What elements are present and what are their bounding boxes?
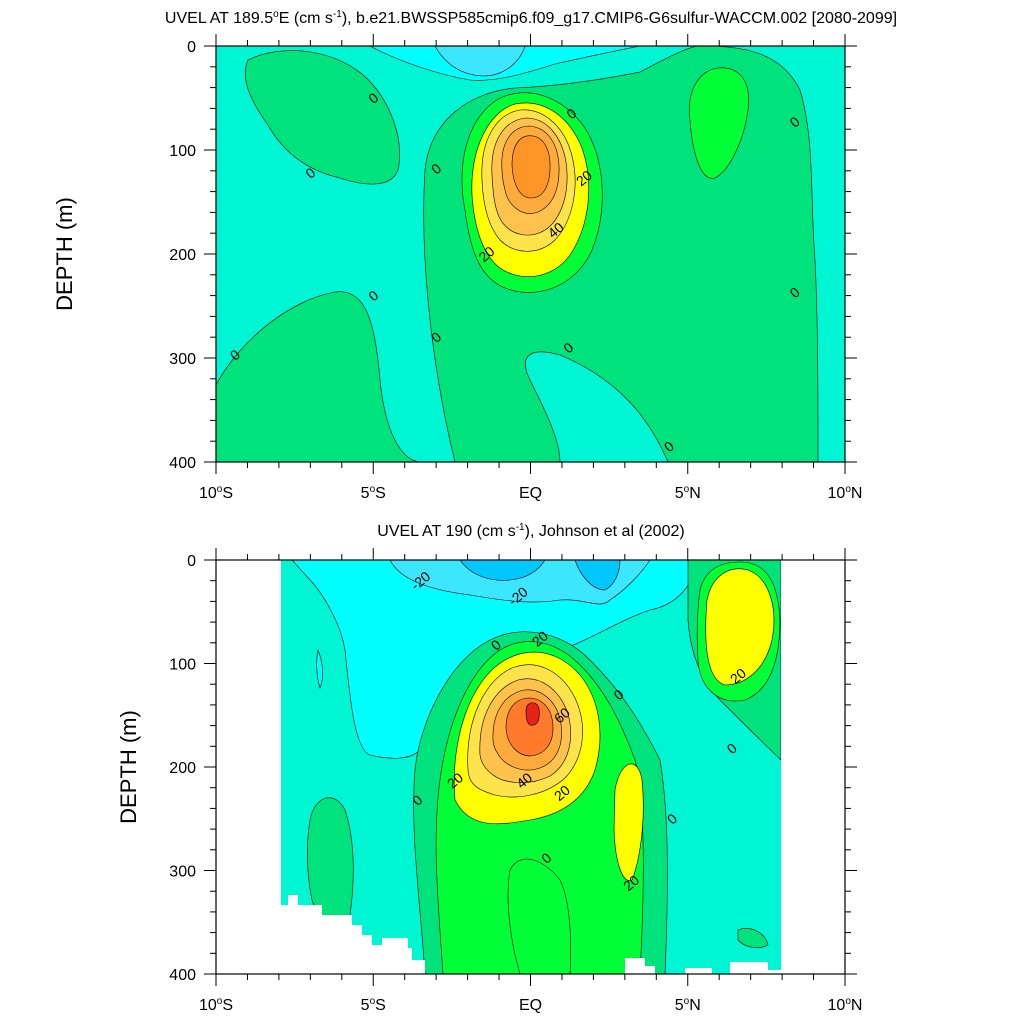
bottom-panel-title: UVEL AT 190 (cm s-1), Johnson et al (200… (377, 522, 684, 540)
top-panel-title: UVEL AT 189.5oE (cm s-1), b.e21.BWSSP585… (165, 9, 897, 27)
bottom-minus30-region (459, 560, 621, 591)
top-zero-region-west (244, 50, 400, 185)
bottom-y-axis-label: DEPTH (m) (116, 710, 141, 824)
top-y-tick-label: 100 (169, 143, 196, 160)
bottom-contour-field (281, 560, 781, 974)
bottom-y-tick-label: 300 (169, 864, 196, 881)
top-40-contour-region (511, 135, 551, 199)
top-y-tick-label: 400 (169, 455, 196, 472)
bottom-missing-data-mask (281, 895, 781, 974)
bottom-x-tick-label: 5oN (675, 996, 701, 1014)
top-x-tick-label: 10oS (199, 484, 233, 502)
top-y-tick-label: 200 (169, 247, 196, 264)
bottom-x-tick-label: 5oS (361, 996, 386, 1014)
bottom-y-tick-label: 0 (187, 553, 196, 570)
top-x-tick-label: 5oS (361, 484, 386, 502)
bottom-70-region (525, 702, 540, 726)
bottom-y-tick-label: 100 (169, 657, 196, 674)
top-x-tick-label: 10oN (828, 484, 863, 502)
bottom-x-tick-label: EQ (519, 997, 542, 1014)
bottom-x-tick-label: 10oN (828, 996, 863, 1014)
bottom-y-tick-label: 400 (169, 967, 196, 984)
bottom-ticks: 10oS 5oS EQ 5oN 10oN 0 100 200 300 400 (169, 548, 862, 1014)
bottom-60-region (505, 697, 554, 757)
top-ticks: 10oS 5oS EQ 5oN 10oN 0 100 200 300 400 (169, 34, 862, 502)
top-panel: UVEL AT 189.5oE (cm s-1), b.e21.BWSSP585… (52, 9, 897, 502)
top-contour-field (216, 46, 845, 462)
bottom-x-tick-label: 10oS (199, 996, 233, 1014)
top-y-tick-label: 300 (169, 351, 196, 368)
top-negative-core (434, 46, 526, 77)
bottom-20-region (453, 568, 775, 881)
bottom-panel: UVEL AT 190 (cm s-1), Johnson et al (200… (116, 522, 862, 1014)
top-x-tick-label: 5oN (675, 484, 701, 502)
top-y-axis-label: DEPTH (m) (52, 197, 77, 311)
top-x-tick-label: EQ (519, 485, 542, 502)
bottom-y-tick-label: 200 (169, 760, 196, 777)
top-y-tick-label: 0 (187, 39, 196, 56)
